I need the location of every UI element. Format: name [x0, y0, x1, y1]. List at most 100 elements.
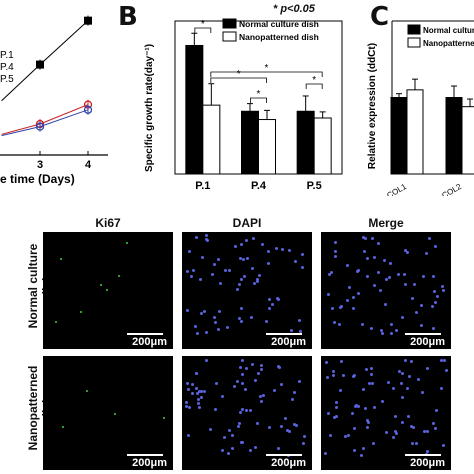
cell-nucleus — [439, 387, 443, 391]
cell-nucleus — [420, 303, 424, 307]
cell-nucleus — [186, 387, 190, 391]
cell-nucleus — [233, 385, 237, 389]
legend-swatch — [407, 37, 421, 48]
cell-nucleus — [371, 237, 375, 241]
cell-nucleus — [254, 445, 258, 449]
cell-nucleus — [301, 441, 305, 445]
x-tick-label: P.1 — [195, 180, 210, 192]
cell-nucleus — [380, 331, 384, 335]
cell-nucleus — [425, 251, 428, 255]
cell-nucleus — [185, 269, 189, 273]
significance-star: * — [257, 89, 261, 100]
cell-nucleus — [389, 323, 393, 327]
cell-nucleus — [329, 270, 333, 274]
x-tick-label: P.4 — [251, 180, 267, 192]
cell-nucleus — [230, 446, 234, 450]
significance-star: * — [265, 63, 269, 74]
cell-nucleus — [218, 282, 222, 286]
cell-nucleus — [442, 288, 446, 292]
cell-nucleus — [260, 367, 264, 371]
cell-nucleus — [366, 421, 370, 425]
cell-nucleus — [362, 236, 366, 240]
cell-nucleus — [213, 321, 217, 325]
cell-nucleus — [194, 325, 198, 329]
scale-bar-label: 200μm — [132, 457, 167, 469]
cell-nucleus — [367, 382, 371, 386]
cell-nucleus — [288, 430, 292, 434]
cell-nucleus — [187, 249, 191, 253]
legend-label: Normal culture — [423, 26, 474, 35]
cell-nucleus — [434, 427, 438, 431]
cell-nucleus — [344, 434, 348, 438]
cell-nucleus — [258, 273, 262, 277]
cell-nucleus — [422, 430, 426, 434]
cell-nucleus — [59, 258, 62, 261]
cell-nucleus — [395, 329, 399, 333]
x-axis-label: e time (Days) — [0, 172, 75, 186]
cell-nucleus — [195, 392, 199, 396]
cell-nucleus — [441, 443, 445, 447]
x-tick-label: COL2 — [440, 182, 463, 196]
micrograph-nanopatterned-merge: 200μm — [321, 356, 451, 470]
cell-nucleus — [267, 297, 271, 301]
cell-nucleus — [299, 329, 303, 333]
micrograph-normal-ki67: 200μm — [43, 232, 173, 349]
series-line-P4 — [1, 104, 89, 135]
data-point — [36, 60, 44, 69]
cell-nucleus — [401, 315, 405, 319]
cell-nucleus — [195, 387, 199, 391]
growth-curve-chart: 3 4 P.1P.4P.5 e time (Days) — [0, 15, 108, 186]
cell-nucleus — [365, 368, 369, 372]
cell-nucleus — [61, 426, 64, 429]
cell-nucleus — [238, 283, 242, 286]
cell-nucleus — [184, 404, 188, 408]
cell-nucleus — [427, 237, 431, 241]
cell-nucleus — [261, 393, 265, 397]
cell-nucleus — [244, 367, 248, 371]
cell-nucleus — [184, 401, 188, 405]
cell-nucleus — [361, 446, 365, 450]
cell-nucleus — [199, 395, 203, 399]
cell-nucleus — [409, 424, 413, 428]
cell-nucleus — [239, 277, 243, 281]
significance-star: * — [237, 69, 241, 80]
legend-swatch — [222, 31, 237, 42]
cell-nucleus — [257, 371, 261, 375]
cell-nucleus — [433, 244, 437, 248]
panel-letter-b: B — [118, 2, 138, 32]
cell-nucleus — [199, 312, 203, 316]
cell-nucleus — [412, 425, 416, 429]
cell-nucleus — [420, 390, 424, 394]
cell-nucleus — [266, 261, 270, 265]
cell-nucleus — [334, 250, 337, 254]
series-line-P5 — [1, 109, 89, 137]
cell-nucleus — [436, 295, 440, 299]
cell-nucleus — [384, 303, 388, 307]
cell-nucleus — [201, 256, 205, 260]
cell-nucleus — [241, 382, 245, 386]
cell-nucleus — [357, 405, 361, 409]
cell-nucleus — [214, 408, 218, 412]
cell-nucleus — [363, 407, 367, 411]
cell-nucleus — [241, 373, 245, 377]
cell-nucleus — [249, 408, 253, 412]
cell-nucleus — [399, 381, 403, 385]
cell-nucleus — [347, 433, 351, 437]
cell-nucleus — [277, 298, 281, 302]
cell-nucleus — [354, 403, 358, 407]
cell-nucleus — [276, 446, 280, 450]
cell-nucleus — [432, 290, 436, 294]
cell-nucleus — [249, 448, 253, 452]
cell-nucleus — [382, 259, 386, 263]
cell-nucleus — [197, 405, 201, 409]
cell-nucleus — [333, 320, 337, 324]
cell-nucleus — [346, 298, 350, 302]
cell-nucleus — [385, 430, 389, 434]
cell-nucleus — [259, 364, 263, 368]
cell-nucleus — [325, 375, 329, 379]
cell-nucleus — [185, 308, 189, 312]
micrograph-normal-dapi: 200μm — [182, 232, 312, 349]
cell-nucleus — [55, 320, 58, 323]
bar — [406, 89, 424, 175]
cell-nucleus — [271, 302, 275, 306]
